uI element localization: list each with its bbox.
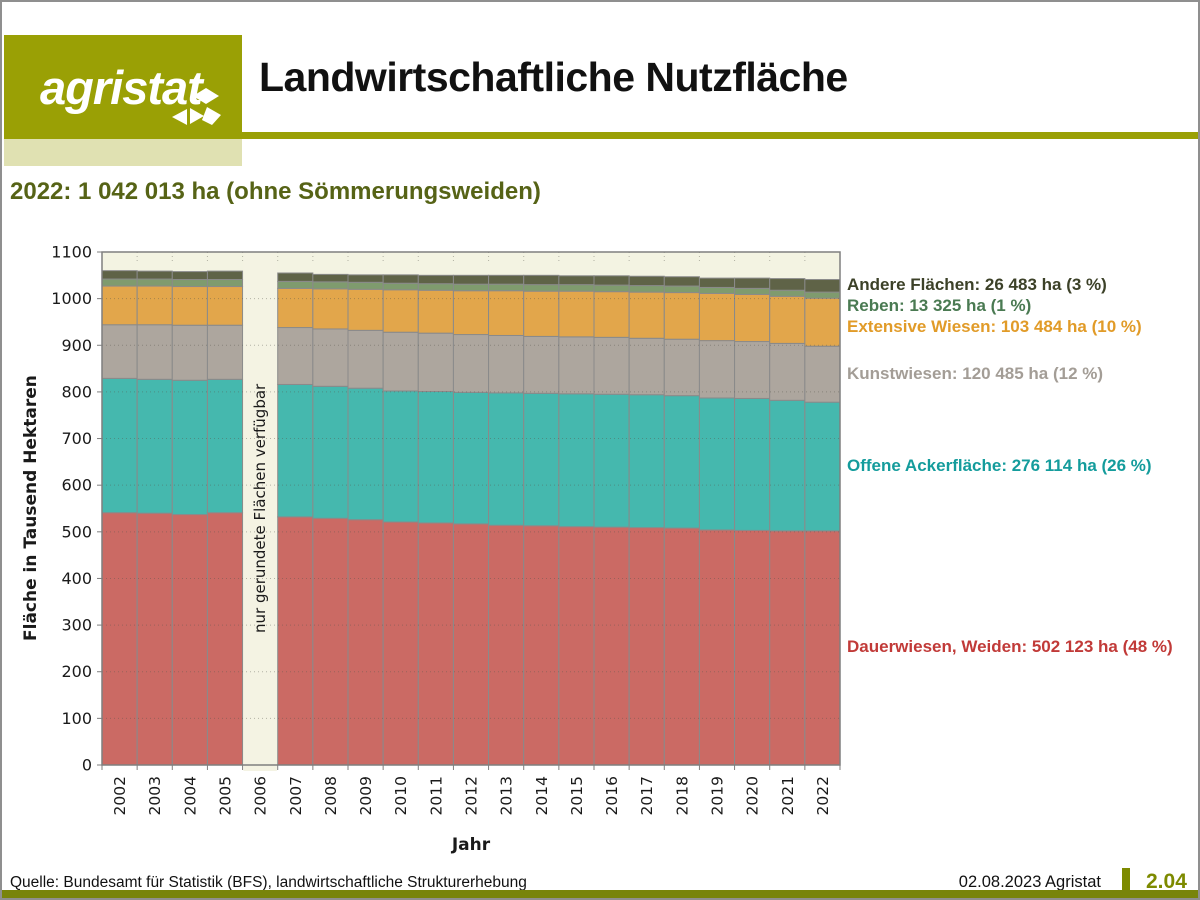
- svg-text:600: 600: [61, 476, 92, 495]
- svg-text:2015: 2015: [568, 776, 586, 815]
- legend-kunstwiesen: Kunstwiesen: 120 485 ha (12 %): [847, 363, 1104, 383]
- agristat-logo-icon: [172, 88, 221, 125]
- svg-text:2004: 2004: [181, 776, 199, 815]
- footer-source: Quelle: Bundesamt für Statistik (BFS), l…: [10, 874, 527, 891]
- svg-text:2022: 2022: [814, 776, 832, 815]
- svg-text:2020: 2020: [744, 776, 762, 815]
- legend-reben: Reben: 13 325 ha (1 %): [847, 296, 1032, 316]
- svg-text:2011: 2011: [427, 776, 445, 815]
- bottom-bar: [2, 890, 1198, 898]
- svg-text:0: 0: [82, 756, 92, 775]
- legend-offene-ackerflaeche: Offene Ackerfläche: 276 114 ha (26 %): [847, 456, 1152, 475]
- footer-date: 02.08.2023 Agristat: [958, 873, 1101, 891]
- svg-text:2021: 2021: [779, 776, 797, 815]
- svg-text:100: 100: [61, 709, 92, 728]
- svg-text:2006: 2006: [252, 776, 270, 815]
- svg-text:500: 500: [61, 522, 92, 541]
- svg-text:2014: 2014: [533, 776, 551, 815]
- legend-extensive-wiesen: Extensive Wiesen: 103 484 ha (10 %): [847, 317, 1142, 337]
- svg-text:2002: 2002: [111, 776, 129, 815]
- missing-data-note: nur gerundete Flächen verfügbar: [251, 383, 269, 634]
- svg-text:800: 800: [61, 382, 92, 401]
- page-number: 2.04: [1146, 870, 1187, 893]
- svg-text:2012: 2012: [463, 776, 481, 815]
- agristat-logo: agristat: [4, 35, 242, 139]
- svg-text:2007: 2007: [287, 776, 305, 815]
- svg-text:2010: 2010: [392, 776, 410, 815]
- svg-text:2016: 2016: [603, 776, 621, 815]
- legend-dauerwiesen-weiden: Dauerwiesen, Weiden: 502 123 ha (48 %): [847, 637, 1173, 657]
- x-axis-title: Jahr: [451, 835, 491, 855]
- svg-text:1100: 1100: [51, 243, 92, 262]
- svg-text:2018: 2018: [673, 776, 691, 815]
- svg-text:300: 300: [61, 616, 92, 635]
- svg-text:2005: 2005: [217, 776, 235, 815]
- svg-text:2017: 2017: [638, 776, 656, 815]
- svg-text:200: 200: [61, 662, 92, 681]
- legend-andere-flaechen: Andere Flächen: 26 483 ha (3 %): [847, 275, 1107, 295]
- y-axis-title: Fläche in Tausend Hektaren: [21, 375, 41, 642]
- svg-text:2008: 2008: [322, 776, 340, 815]
- svg-text:400: 400: [61, 569, 92, 588]
- svg-text:900: 900: [61, 336, 92, 355]
- logo-accent-strip: [4, 139, 242, 166]
- svg-text:2019: 2019: [709, 776, 727, 815]
- page-title: Landwirtschaftliche Nutzfläche: [259, 54, 848, 100]
- svg-text:1000: 1000: [51, 289, 92, 308]
- title-rule: [242, 132, 1198, 139]
- agristat-logo-text: agristat: [40, 60, 203, 114]
- svg-text:700: 700: [61, 429, 92, 448]
- svg-text:2013: 2013: [498, 776, 516, 815]
- footer-divider: [1122, 868, 1130, 897]
- svg-text:2009: 2009: [357, 776, 375, 815]
- svg-text:2003: 2003: [146, 776, 164, 815]
- stacked-bar-chart: 0 100 200 300 400 500 600 700 800 900 1000 1100 2002…: [51, 243, 841, 815]
- subtitle: 2022: 1 042 013 ha (ohne Sömmerungsweide…: [10, 178, 541, 205]
- chart: 0 100 200 300 400 500 600 700 800 900 1000 1100 2002…: [2, 222, 1198, 872]
